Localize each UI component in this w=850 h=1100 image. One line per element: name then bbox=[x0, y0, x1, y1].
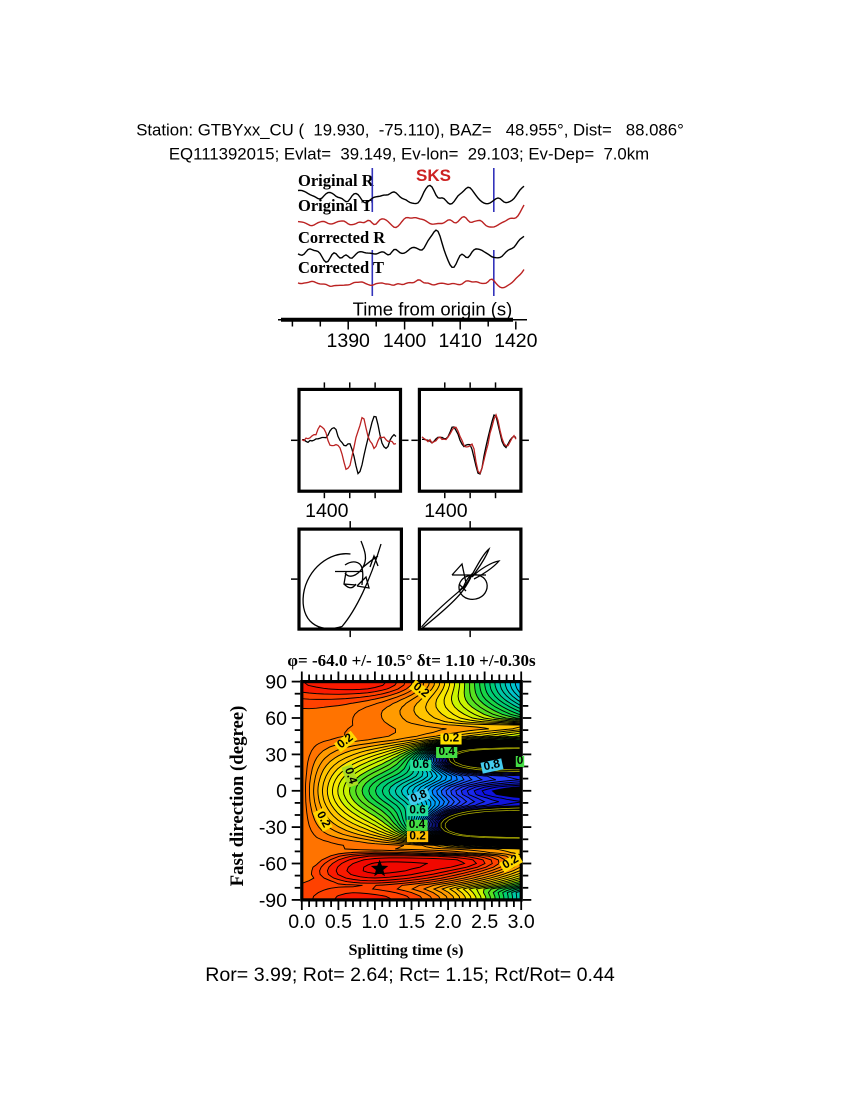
svg-text:0.4: 0.4 bbox=[438, 744, 455, 758]
svg-text:0.0: 0.0 bbox=[288, 911, 315, 933]
svg-text:Ror= 3.99; Rot= 2.64; Rct= 1.1: Ror= 3.99; Rot= 2.64; Rct= 1.15; Rct/Rot… bbox=[205, 964, 615, 986]
svg-text:Time from origin (s): Time from origin (s) bbox=[353, 299, 513, 320]
svg-text:0.8: 0.8 bbox=[482, 756, 501, 773]
svg-text:EQ111392015; Evlat= 39.149, E: EQ111392015; Evlat= 39.149, Ev-lon= 29.1… bbox=[169, 145, 649, 164]
svg-text:φ= -64.0 +/- 10.5° δt= 1.10 +/: φ= -64.0 +/- 10.5° δt= 1.10 +/-0.30s bbox=[287, 651, 536, 670]
svg-text:2.0: 2.0 bbox=[435, 911, 462, 933]
svg-text:1400: 1400 bbox=[383, 330, 427, 352]
svg-text:Splitting time (s): Splitting time (s) bbox=[348, 941, 463, 959]
svg-text:-30: -30 bbox=[259, 817, 287, 839]
svg-text:Station: GTBYxx_CU ( 19.930,: Station: GTBYxx_CU ( 19.930, -75.110), B… bbox=[136, 121, 684, 140]
svg-text:0.5: 0.5 bbox=[325, 911, 352, 933]
svg-text:Corrected R: Corrected R bbox=[298, 228, 386, 247]
svg-text:0.2: 0.2 bbox=[409, 828, 426, 842]
svg-text:Original R: Original R bbox=[298, 171, 375, 190]
svg-text:0.2: 0.2 bbox=[314, 809, 334, 830]
svg-text:1.0: 1.0 bbox=[361, 911, 388, 933]
svg-text:1390: 1390 bbox=[327, 330, 371, 352]
svg-text:0: 0 bbox=[517, 753, 524, 767]
svg-text:3.0: 3.0 bbox=[508, 911, 535, 933]
svg-text:90: 90 bbox=[265, 672, 287, 694]
svg-text:1410: 1410 bbox=[439, 330, 483, 352]
svg-text:0.4: 0.4 bbox=[409, 817, 426, 831]
svg-text:-60: -60 bbox=[259, 854, 287, 876]
svg-text:30: 30 bbox=[265, 744, 287, 766]
svg-text:1400: 1400 bbox=[305, 500, 349, 522]
svg-text:0.6: 0.6 bbox=[412, 757, 429, 771]
svg-text:0: 0 bbox=[276, 781, 287, 803]
svg-text:0.2: 0.2 bbox=[443, 731, 460, 745]
svg-text:Fast direction (degree): Fast direction (degree) bbox=[227, 706, 248, 887]
svg-text:1420: 1420 bbox=[494, 330, 538, 352]
svg-text:1.5: 1.5 bbox=[398, 911, 425, 933]
svg-text:1400: 1400 bbox=[424, 500, 468, 522]
svg-text:Original T: Original T bbox=[298, 196, 372, 215]
svg-text:SKS: SKS bbox=[416, 166, 451, 185]
svg-text:0.8: 0.8 bbox=[408, 786, 429, 805]
svg-text:60: 60 bbox=[265, 708, 287, 730]
svg-text:0.6: 0.6 bbox=[409, 802, 426, 816]
svg-text:Corrected T: Corrected T bbox=[298, 258, 384, 277]
svg-text:2.5: 2.5 bbox=[471, 911, 498, 933]
svg-text:-90: -90 bbox=[259, 890, 287, 912]
svg-text:0.4: 0.4 bbox=[342, 766, 361, 786]
